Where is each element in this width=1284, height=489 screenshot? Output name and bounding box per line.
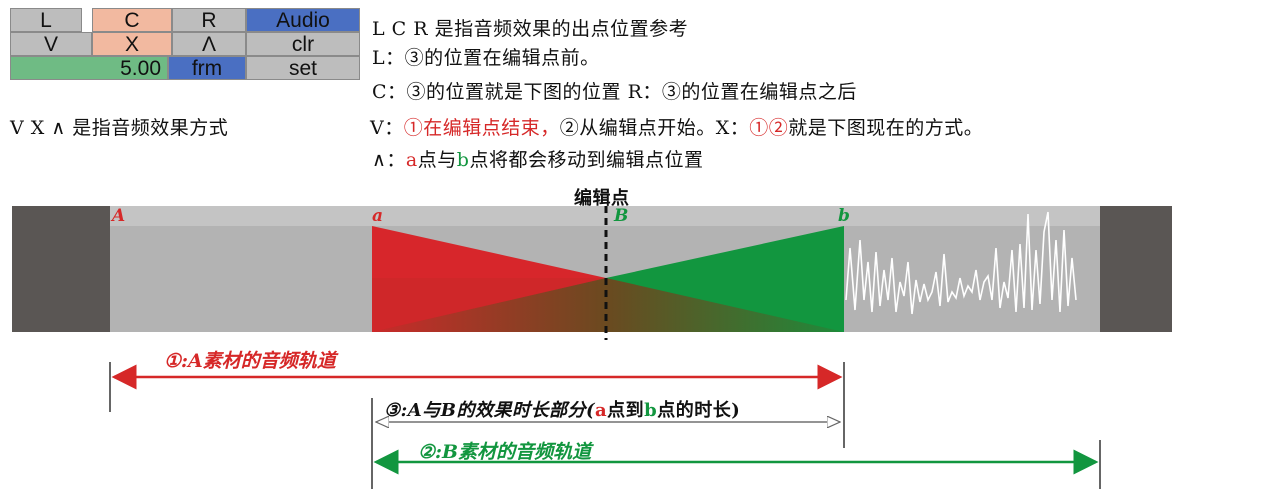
note-vxa-description: V X ∧ 是指音频效果方式 (10, 117, 229, 139)
mode-lambda-button[interactable]: Λ (172, 32, 246, 56)
position-l-button[interactable]: L (10, 8, 82, 32)
note-lambda-prefix: ∧： (372, 149, 406, 171)
fade-out-triangle (372, 226, 606, 332)
note-x-marks: ①② (749, 117, 789, 139)
mode-x-button[interactable]: X (92, 32, 172, 56)
note-x-current: 就是下图现在的方式。 (788, 117, 984, 139)
fade-out-lower (372, 278, 606, 332)
note-lambda-mid: 点与 (417, 149, 457, 171)
note-v-prefix: V： (370, 117, 404, 139)
clear-button[interactable]: clr (246, 32, 360, 56)
effect-label-b: b (644, 400, 658, 421)
note-lambda-a: a (405, 149, 418, 171)
effect-label-to: 点到 (607, 400, 645, 421)
marker-b: b (838, 206, 850, 226)
effect-label-suffix: 点的时长) (657, 400, 741, 421)
marker-B: B (614, 206, 629, 226)
note-lambda-mode: ∧：a点与b点将都会移动到编辑点位置 (372, 145, 703, 172)
frame-unit-button[interactable]: frm (168, 56, 246, 80)
effect-label-a: a (594, 400, 608, 421)
waveform (845, 211, 1077, 315)
note-lcr-description: L C R 是指音频效果的出点位置参考 (372, 18, 689, 40)
timeline-top-strip (110, 206, 1100, 226)
effect-duration-label: ③:A与B的效果时长部分(a点到b点的时长) (384, 396, 740, 422)
position-r-button[interactable]: R (172, 8, 246, 32)
marker-A: A (112, 206, 126, 226)
fade-in-triangle (606, 226, 844, 332)
set-button[interactable]: set (246, 56, 360, 80)
track2-label: ②:B素材的音频轨道 (418, 441, 592, 463)
note-v-end: ①在编辑点结束， (403, 117, 560, 139)
note-v-x-mode: V：①在编辑点结束，②从编辑点开始。X：①②就是下图现在的方式。 (370, 113, 983, 140)
duration-value-field[interactable]: 5.00 (10, 56, 168, 80)
note-l-position: L：③的位置在编辑点前。 (372, 47, 600, 69)
note-lambda-end: 点将都会移动到编辑点位置 (469, 149, 704, 171)
left-dark-block (12, 206, 110, 332)
note-lambda-b: b (456, 149, 470, 171)
effect-label-prefix: ③:A与B的效果时长部分( (384, 400, 595, 421)
right-dark-block (1100, 206, 1172, 332)
mode-v-button[interactable]: V (10, 32, 92, 56)
position-c-button[interactable]: C (92, 8, 172, 32)
note-v-start: ②从编辑点开始。X： (559, 117, 750, 139)
track1-label: ①:A素材的音频轨道 (164, 350, 336, 372)
note-c-r-position: C：③的位置就是下图的位置 R：③的位置在编辑点之后 (372, 81, 857, 103)
audio-button[interactable]: Audio (246, 8, 360, 32)
marker-a: a (372, 206, 384, 226)
audio-effect-panel: L C R Audio V X Λ clr 5.00 frm set (10, 8, 360, 104)
edit-point-label: 编辑点 (574, 188, 630, 209)
